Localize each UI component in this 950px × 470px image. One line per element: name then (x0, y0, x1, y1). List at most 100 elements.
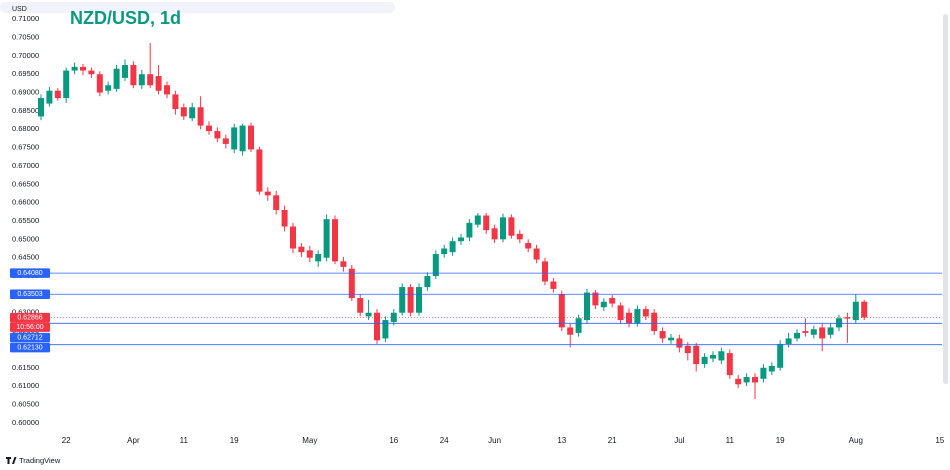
candle-body (508, 217, 515, 236)
candle-body (735, 378, 742, 385)
candle-body (575, 318, 582, 333)
y-tick-label: 0.61000 (12, 381, 39, 390)
candle-body (584, 292, 590, 321)
candle-body (432, 254, 439, 277)
candle-body (491, 228, 498, 240)
candle-body (676, 338, 683, 348)
candle-body (718, 351, 725, 361)
candle-body (525, 243, 532, 249)
candle-body (323, 219, 330, 258)
candle-body (54, 90, 61, 99)
candle-body (63, 70, 70, 99)
brand-logo[interactable]: TradingView (6, 456, 61, 465)
x-tick-label: Jul (674, 436, 684, 445)
candle-body (332, 219, 338, 262)
last-price-label: 0.62866 (17, 315, 42, 322)
candle-body (172, 94, 179, 110)
candle-body (306, 250, 313, 258)
candle-body (861, 301, 868, 318)
candle-body (810, 329, 817, 335)
candle-body (273, 195, 280, 210)
y-tick-label: 0.63000 (12, 308, 39, 317)
candle-body (819, 327, 826, 339)
x-tick-label: 16 (389, 436, 398, 445)
candle-body (760, 367, 767, 379)
candle-body (214, 131, 221, 139)
chart-title: NZD/USD, 1d (70, 8, 181, 28)
x-tick-label: 15 (935, 436, 944, 445)
x-tick-label: 21 (608, 436, 617, 445)
candle-body (710, 354, 716, 359)
y-tick-label: 0.60000 (12, 418, 39, 427)
y-tick-label: 0.68500 (12, 106, 39, 115)
y-tick-label: 0.70500 (12, 33, 39, 42)
scrollbar[interactable] (943, 14, 948, 384)
candle-body (500, 217, 506, 240)
y-tick-label: 0.65000 (12, 234, 39, 243)
candle-body (189, 107, 196, 119)
x-tick-label: 22 (62, 436, 71, 445)
candle-body (827, 327, 834, 335)
candle-body (659, 331, 666, 339)
symbol-search-bar[interactable] (0, 2, 395, 13)
candle-body (726, 353, 733, 376)
candle-body (197, 107, 204, 126)
candle-body (542, 261, 548, 282)
candle-body (642, 309, 649, 317)
candle-body (290, 226, 296, 249)
candle-body (802, 331, 809, 333)
y-tick-label: 0.66500 (12, 179, 39, 188)
candle-body (483, 215, 490, 231)
candle-body (113, 68, 120, 89)
candle-body (550, 281, 557, 289)
y-tick-label: 0.60500 (12, 399, 39, 408)
price-line-label: 0.63503 (17, 291, 42, 298)
candle-body (651, 312, 658, 332)
candle-body (441, 248, 448, 255)
candle-body (558, 294, 565, 328)
y-tick-label: 0.67000 (12, 161, 39, 170)
candle-body (424, 276, 431, 288)
last-price-badge (10, 312, 50, 323)
candle-body (206, 125, 212, 132)
candle-body (374, 312, 380, 341)
x-tick-label: Aug (849, 436, 863, 445)
candle-body (180, 107, 187, 117)
y-tick-label: 0.67500 (12, 143, 39, 152)
x-tick-label: 19 (230, 436, 239, 445)
candle-body (164, 85, 170, 95)
y-tick-label: 0.61500 (12, 363, 39, 372)
candle-body (96, 74, 103, 93)
candle-body (743, 376, 750, 383)
x-tick-label: 19 (776, 436, 785, 445)
countdown-label: 10:56:00 (16, 324, 43, 331)
candle-body (407, 287, 414, 313)
x-tick-label: 11 (180, 436, 189, 445)
price-line-label: 0.62130 (17, 345, 42, 352)
candle-body (264, 191, 271, 196)
candle-body (315, 254, 322, 262)
candle-body (71, 66, 78, 71)
candle-body (449, 241, 456, 253)
candle-body (684, 345, 691, 354)
y-tick-label: 0.70000 (12, 51, 39, 60)
x-tick-label: Jun (488, 436, 501, 445)
brand-name: TradingView (19, 456, 61, 465)
candle-body (147, 74, 154, 86)
candle-body (130, 65, 137, 86)
candle-body (357, 298, 364, 313)
candle-body (836, 318, 842, 328)
y-tick-label: 0.69500 (12, 69, 39, 78)
candle-body (340, 261, 347, 267)
candle-body (138, 74, 145, 86)
candle-body (231, 127, 238, 150)
candle-body (777, 343, 784, 368)
plot-area: 0.600000.605000.610000.615000.620000.625… (12, 14, 945, 445)
y-tick-label: 0.71000 (12, 14, 39, 23)
price-line-badge (10, 268, 50, 278)
candle-body (785, 338, 792, 344)
y-tick-label: 0.69000 (12, 88, 39, 97)
candle-body (617, 305, 624, 321)
y-axis-label: USD (12, 6, 27, 13)
